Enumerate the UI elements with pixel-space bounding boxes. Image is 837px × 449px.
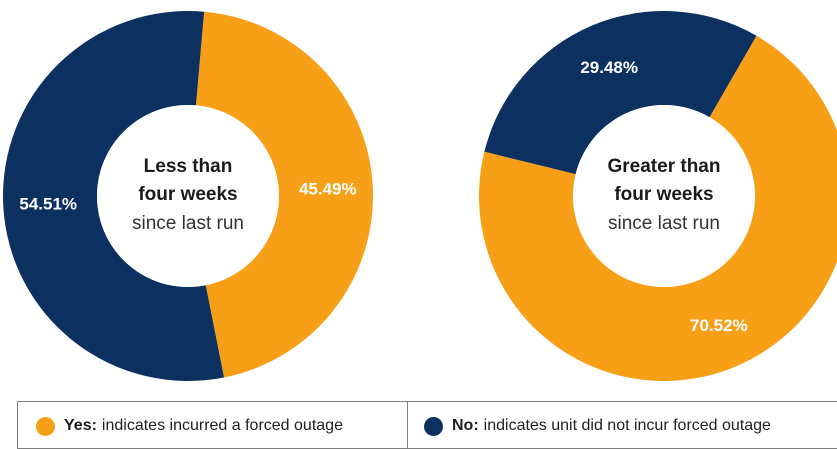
- yes-swatch-icon: [36, 416, 55, 436]
- legend-item-yes: Yes: indicates incurred a forced outage: [18, 402, 408, 448]
- slice-label-yes: 45.49%: [299, 179, 357, 198]
- slice-label-no: 54.51%: [19, 195, 77, 214]
- no-swatch-icon: [424, 416, 443, 436]
- slice-label-yes: 70.52%: [690, 316, 748, 335]
- donut-chart-greater-than-four-weeks: Greater than four weeks since last run 7…: [479, 11, 837, 381]
- donut-hole: [97, 105, 279, 287]
- legend-key-yes: Yes:: [64, 417, 97, 434]
- legend: Yes: indicates incurred a forced outage …: [17, 401, 837, 449]
- center-label-line2: four weeks: [614, 184, 713, 205]
- center-label-line1: Greater than: [608, 156, 721, 177]
- slice-label-no: 29.48%: [580, 58, 638, 77]
- slice-yes: [195, 11, 374, 378]
- slice-yes: [479, 35, 837, 381]
- center-label-line3: since last run: [608, 213, 720, 234]
- center-label-line3: since last run: [132, 213, 244, 234]
- donut-charts: Less than four weeks since last run 45.4…: [3, 10, 837, 381]
- slice-no: [3, 10, 225, 381]
- donut-hole: [573, 105, 755, 287]
- legend-text-yes: indicates incurred a forced outage: [101, 417, 343, 434]
- legend-item-no: No: indicates unit did not incur forced …: [408, 402, 837, 448]
- center-label-line2: four weeks: [138, 184, 237, 205]
- donut-chart-less-than-four-weeks: Less than four weeks since last run 45.4…: [3, 10, 374, 381]
- center-label-line1: Less than: [144, 156, 233, 177]
- slice-no: [484, 11, 757, 175]
- legend-text-no: indicates unit did not incur forced outa…: [483, 417, 771, 434]
- legend-key-no: No:: [452, 417, 479, 434]
